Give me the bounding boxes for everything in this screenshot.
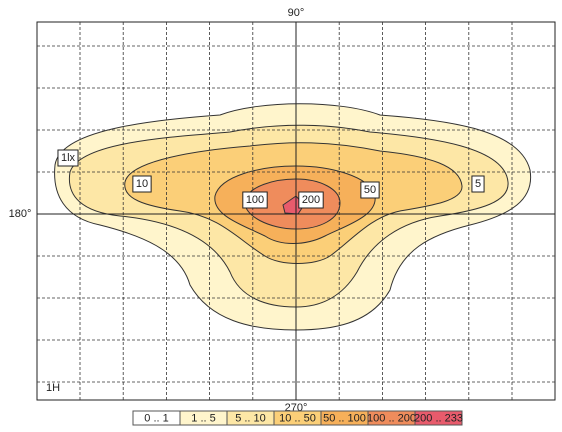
contour-label: 100 (246, 194, 264, 206)
axis-label-left: 180° (9, 208, 32, 220)
contour-label: 1lx (61, 152, 76, 164)
contour-label-box (471, 175, 485, 193)
contour-label-box (360, 181, 380, 199)
legend-swatch (414, 410, 463, 426)
legend-label: 0 .. 1 (144, 412, 168, 424)
legend: 0 .. 1 1 .. 5 5 .. 10 10 .. 50 50 .. 100 100 … (132, 410, 463, 426)
contour-label-box (57, 149, 79, 167)
legend-label: 50 .. 100 (323, 412, 366, 424)
legend-label: 10 .. 50 (279, 412, 316, 424)
legend-label: 1 .. 5 (191, 412, 215, 424)
legend-label: 5 .. 10 (235, 412, 266, 424)
contour-label-box (298, 191, 324, 209)
contour-label: 200 (302, 194, 320, 206)
contour-labels: 1lx 5 10 50 100 200 (57, 149, 485, 209)
contour-label: 5 (475, 178, 481, 190)
axis-label-top: 90° (288, 7, 305, 19)
contour-label-box (242, 191, 268, 209)
contour-label-box (132, 175, 152, 193)
corner-label: 1H (46, 382, 60, 394)
contour-label: 10 (136, 178, 148, 190)
contour-label: 50 (364, 184, 376, 196)
legend-label: 200 .. 233 (414, 412, 463, 424)
legend-label: 100 .. 200 (367, 412, 416, 424)
